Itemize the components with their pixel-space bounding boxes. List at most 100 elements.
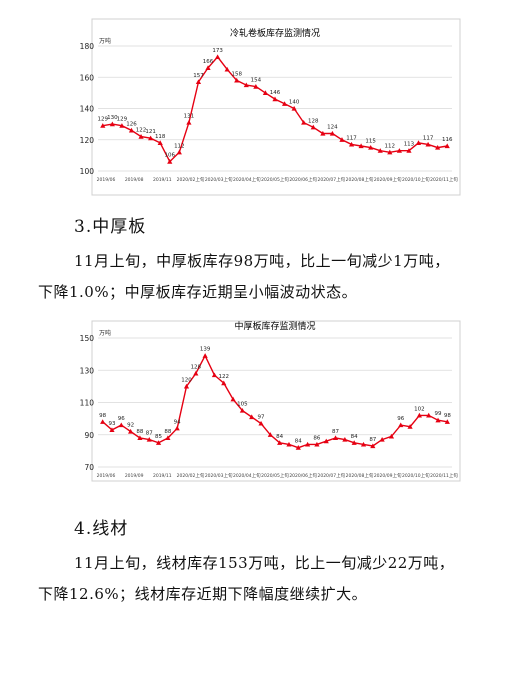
x-tick-label: 2019/08: [125, 177, 144, 183]
data-point: [368, 144, 374, 150]
data-point: [195, 79, 202, 85]
x-tick-label: 2020/10上旬: [402, 176, 430, 183]
section3-line1: 11月上旬，中厚板库存98万吨，比上一旬减少1万吨，: [74, 252, 450, 270]
data-label: 96: [397, 416, 404, 422]
data-label: 88: [136, 429, 143, 435]
data-point: [221, 380, 227, 386]
data-label: 87: [332, 429, 339, 435]
data-point: [109, 121, 115, 127]
data-point: [211, 372, 218, 378]
y-tick-label: 100: [80, 167, 95, 176]
x-tick-label: 2020/07上旬: [317, 176, 345, 183]
data-label: 173: [212, 48, 223, 54]
data-point: [407, 424, 413, 429]
x-tick-label: 2019/11: [153, 177, 172, 183]
y-tick-label: 160: [80, 73, 95, 82]
x-tick-label: 2019/06: [97, 177, 116, 183]
data-point: [193, 370, 199, 376]
data-point: [234, 77, 240, 83]
data-label: 84: [295, 439, 302, 445]
data-point: [396, 148, 402, 153]
data-point: [272, 96, 278, 102]
medium-plate-inventory-chart: 中厚板库存监测情况 万吨 70 90 110 130 150 2019/06 2019/09 20…: [0, 320, 516, 482]
data-label: 126: [126, 121, 137, 127]
data-point: [286, 441, 292, 447]
data-point: [277, 440, 283, 445]
data-point: [416, 412, 422, 418]
data-point: [174, 425, 180, 431]
x-tick-label: 2020/02上旬: [177, 176, 205, 183]
data-label: 128: [308, 118, 319, 124]
data-point: [370, 443, 376, 449]
data-label: 166: [203, 59, 214, 65]
data-label: 146: [270, 90, 281, 96]
data-label: 124: [327, 125, 338, 131]
data-point: [128, 428, 134, 434]
data-label: 94: [174, 419, 181, 425]
data-point: [444, 419, 450, 424]
data-point: [295, 445, 301, 450]
data-point: [262, 90, 269, 95]
data-label: 88: [164, 429, 171, 435]
data-label: 105: [237, 402, 248, 408]
data-label: 128: [191, 364, 202, 370]
data-point: [351, 440, 357, 445]
x-tick-label: 2020/05上旬: [261, 176, 289, 183]
x-tick-label: 2020/03上旬: [205, 176, 233, 183]
x-tick-label: 2020/04上旬: [233, 472, 261, 479]
data-point: [388, 433, 395, 439]
data-label: 96: [118, 416, 125, 422]
data-point: [137, 435, 143, 441]
y-tick-label: 180: [80, 42, 95, 51]
data-point: [426, 412, 432, 418]
data-label: 115: [365, 139, 376, 145]
section4-line1: 11月上旬，线材库存153万吨，比上一旬减少22万吨，: [74, 554, 455, 572]
y-tick-label: 140: [80, 105, 95, 114]
data-point: [100, 419, 106, 424]
data-point: [239, 407, 245, 413]
x-tick-label: 2020/05上旬: [261, 472, 289, 479]
data-label: 117: [423, 135, 434, 141]
data-point: [310, 124, 316, 130]
data-label: 157: [193, 73, 204, 79]
section3-heading: 3.中厚板: [74, 217, 147, 237]
y-tick-label: 130: [80, 366, 95, 375]
x-tick-label: 2019/11: [153, 473, 172, 479]
data-label: 84: [276, 434, 283, 440]
data-point: [100, 123, 106, 128]
data-point: [109, 427, 115, 432]
data-label: 122: [136, 128, 147, 134]
data-point: [202, 353, 208, 358]
data-point: [128, 127, 135, 133]
data-label: 139: [200, 347, 211, 353]
chart-title: 冷轧卷板库存监测情况: [230, 27, 320, 39]
data-label: 118: [155, 134, 166, 140]
data-label: 93: [108, 421, 115, 427]
data-point: [281, 101, 288, 106]
data-point: [301, 119, 307, 125]
data-point: [342, 436, 348, 442]
data-point: [258, 420, 264, 426]
data-label: 84: [351, 434, 358, 440]
data-label: 129: [98, 117, 109, 123]
data-point: [157, 140, 163, 145]
data-label: 121: [145, 129, 156, 135]
chart-title: 中厚板库存监测情况: [234, 320, 315, 332]
data-point: [249, 414, 255, 420]
section4-line2: 下降12.6%；线材库存近期下降幅度继续扩大。: [38, 585, 368, 603]
data-point: [435, 417, 441, 423]
x-tick-label: 2020/06上旬: [289, 176, 317, 183]
data-label: 131: [184, 114, 195, 120]
data-point: [118, 422, 124, 428]
x-tick-label: 2020/02上旬: [177, 472, 205, 479]
data-point: [314, 441, 320, 447]
x-tick-label: 2020/06上旬: [289, 472, 317, 479]
section4-heading: 4.线材: [74, 519, 129, 539]
x-tick-label: 2020/03上旬: [205, 472, 233, 479]
data-label: 87: [146, 431, 153, 437]
y-tick-label: 120: [80, 136, 95, 145]
data-point: [329, 130, 336, 136]
data-point: [444, 143, 450, 149]
chart-frame: [91, 320, 461, 482]
